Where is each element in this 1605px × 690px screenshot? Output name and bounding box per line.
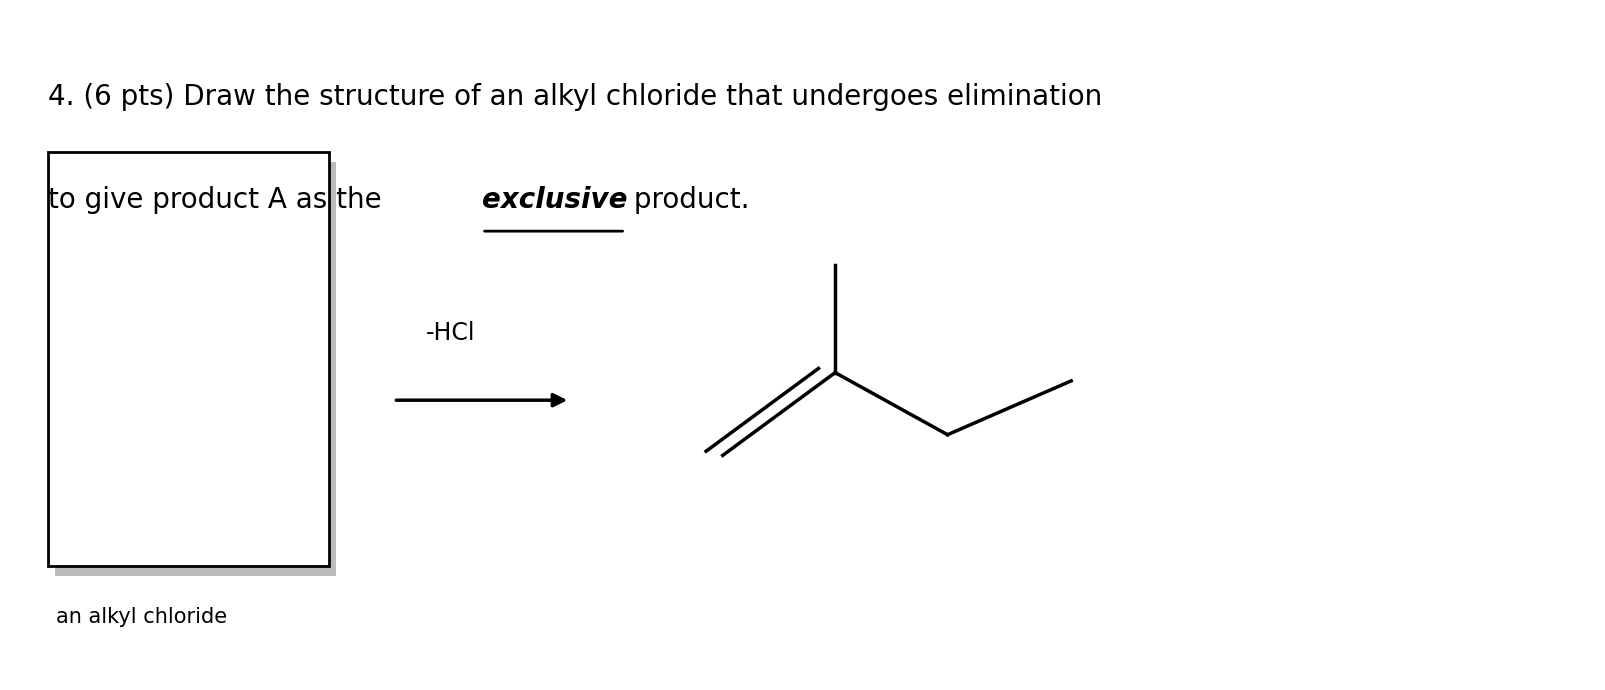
Text: an alkyl chloride: an alkyl chloride — [56, 607, 228, 627]
Text: -HCl: -HCl — [425, 321, 475, 345]
FancyArrowPatch shape — [396, 395, 563, 406]
Text: exclusive: exclusive — [482, 186, 628, 215]
Text: 4. (6 pts) Draw the structure of an alkyl chloride that undergoes elimination: 4. (6 pts) Draw the structure of an alky… — [48, 83, 1101, 111]
Text: to give product A as the: to give product A as the — [48, 186, 390, 215]
Bar — [48, 152, 329, 566]
Bar — [55, 162, 335, 576]
Text: product.: product. — [624, 186, 750, 215]
